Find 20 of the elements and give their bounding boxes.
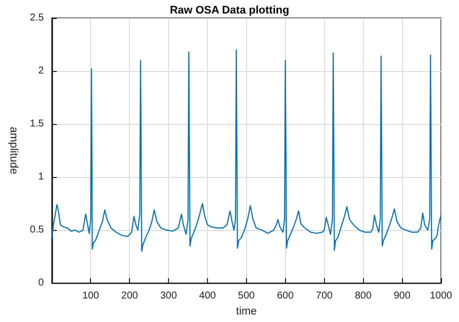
y-tick-label: 0.5 bbox=[30, 224, 44, 236]
y-tick-label: 1.5 bbox=[30, 118, 44, 130]
x-tick-label: 500 bbox=[238, 290, 256, 302]
y-tick-label: 2 bbox=[38, 66, 44, 77]
line-series bbox=[51, 49, 442, 252]
x-tick-label: 900 bbox=[394, 290, 411, 302]
x-tick-label: 800 bbox=[354, 290, 372, 302]
x-tick-label: 200 bbox=[121, 290, 138, 302]
x-tick-label: 700 bbox=[316, 290, 334, 302]
y-tick-label: 2.5 bbox=[30, 12, 44, 24]
y-axis-title: amplitude bbox=[8, 126, 20, 174]
y-tick-label: 0 bbox=[38, 278, 44, 289]
x-tick-label: 600 bbox=[276, 290, 294, 302]
chart-title: Raw OSA Data plotting bbox=[170, 4, 290, 16]
x-axis-title: time bbox=[236, 306, 257, 318]
x-tick-label: 400 bbox=[199, 290, 216, 302]
y-tick-label: 1 bbox=[38, 172, 44, 183]
x-tick-label: 1000 bbox=[430, 290, 453, 302]
x-tick-label: 300 bbox=[160, 290, 178, 302]
x-tick-label: 100 bbox=[82, 290, 100, 302]
